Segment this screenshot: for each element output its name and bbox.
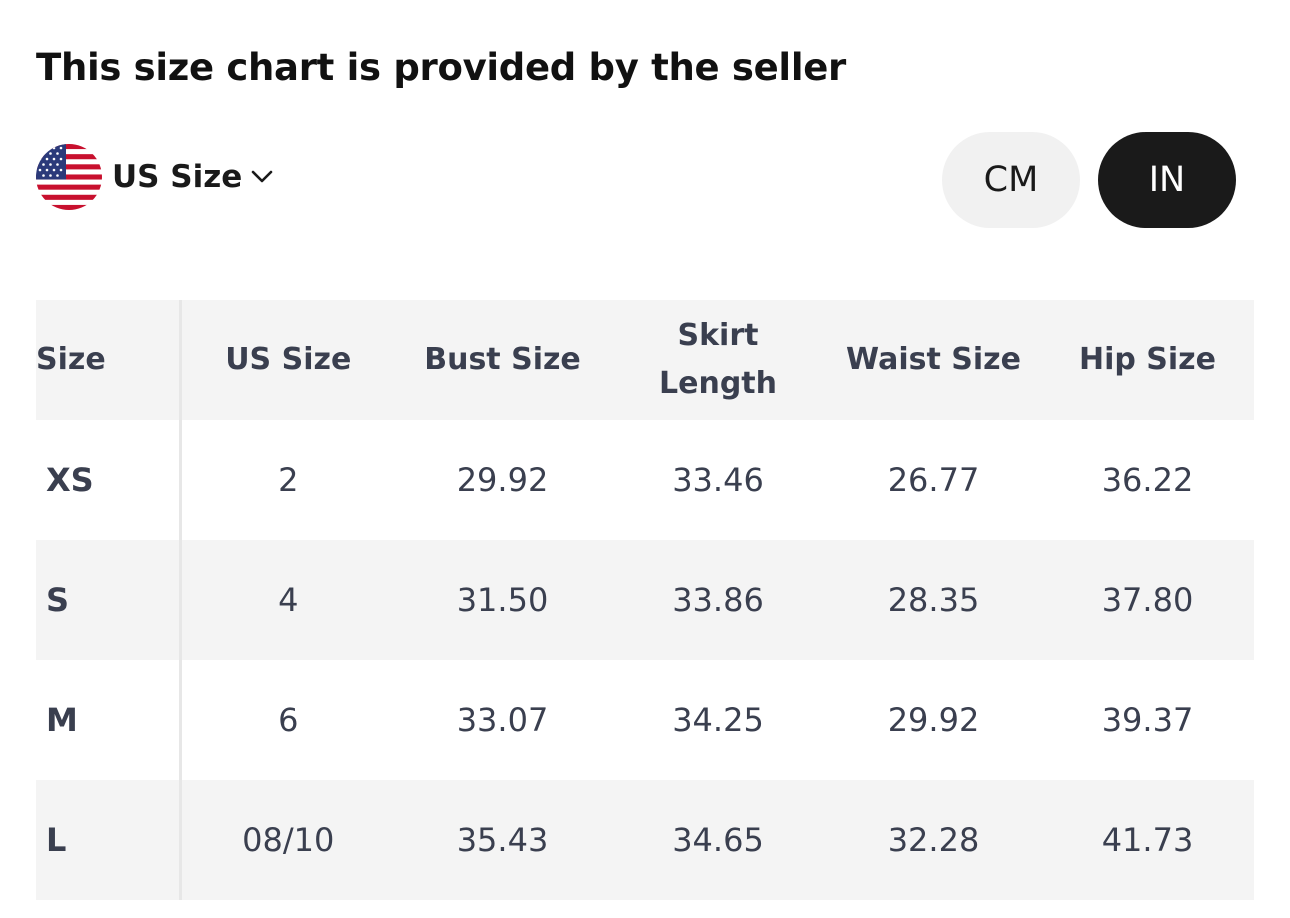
table-row: XS 2 29.92 33.46 26.77 36.22: [36, 420, 1254, 540]
column-header-waist-size: Waist Size: [846, 342, 1021, 377]
bust-size-cell: 31.50: [456, 581, 549, 619]
skirt-length-cell: 33.46: [672, 461, 764, 499]
chevron-down-icon: [252, 170, 273, 183]
size-region-dropdown[interactable]: US Size: [36, 144, 274, 210]
table-row: S 4 31.50 33.86 28.35 37.80: [36, 540, 1254, 660]
us-size-cell: 08/10: [242, 821, 335, 859]
unit-in-button[interactable]: IN: [1098, 132, 1236, 228]
size-cell: S: [36, 540, 182, 660]
table-header-row: Size US Size Bust Size Skirt Length Wais…: [36, 300, 1254, 420]
column-header-size: Size: [36, 300, 182, 420]
us-size-cell: 2: [278, 461, 299, 499]
bust-size-cell: 35.43: [456, 821, 549, 859]
column-header-bust-size: Bust Size: [424, 342, 581, 377]
page-title: This size chart is provided by the selle…: [36, 46, 846, 89]
waist-size-cell: 32.28: [887, 821, 980, 859]
skirt-length-cell: 34.65: [672, 821, 764, 859]
region-label: US Size: [112, 159, 243, 195]
waist-size-cell: 26.77: [887, 461, 980, 499]
column-header-skirt-length: Skirt Length: [610, 300, 826, 420]
hip-size-cell: 41.73: [1101, 821, 1194, 859]
skirt-length-cell: 34.25: [672, 701, 764, 739]
waist-size-cell: 29.92: [887, 701, 980, 739]
bust-size-cell: 29.92: [456, 461, 549, 499]
size-cell: L: [36, 780, 182, 900]
us-flag-icon: [36, 144, 102, 210]
table-row: L 08/10 35.43 34.65 32.28 41.73: [36, 780, 1254, 900]
column-header-us-size: US Size: [225, 342, 352, 377]
hip-size-cell: 36.22: [1101, 461, 1194, 499]
column-header-hip-size: Hip Size: [1078, 342, 1216, 377]
waist-size-cell: 28.35: [887, 581, 980, 619]
table-row: M 6 33.07 34.25 29.92 39.37: [36, 660, 1254, 780]
size-cell: M: [36, 660, 182, 780]
us-size-cell: 4: [278, 581, 299, 619]
hip-size-cell: 39.37: [1101, 701, 1194, 739]
unit-cm-button[interactable]: CM: [942, 132, 1080, 228]
us-size-cell: 6: [278, 701, 299, 739]
bust-size-cell: 33.07: [456, 701, 549, 739]
skirt-length-header-text: Skirt Length: [659, 318, 777, 401]
unit-toggle: CM IN: [942, 132, 1236, 228]
hip-size-cell: 37.80: [1101, 581, 1194, 619]
size-chart-table: Size US Size Bust Size Skirt Length Wais…: [36, 300, 1254, 900]
skirt-length-cell: 33.86: [672, 581, 764, 619]
size-cell: XS: [36, 420, 182, 540]
